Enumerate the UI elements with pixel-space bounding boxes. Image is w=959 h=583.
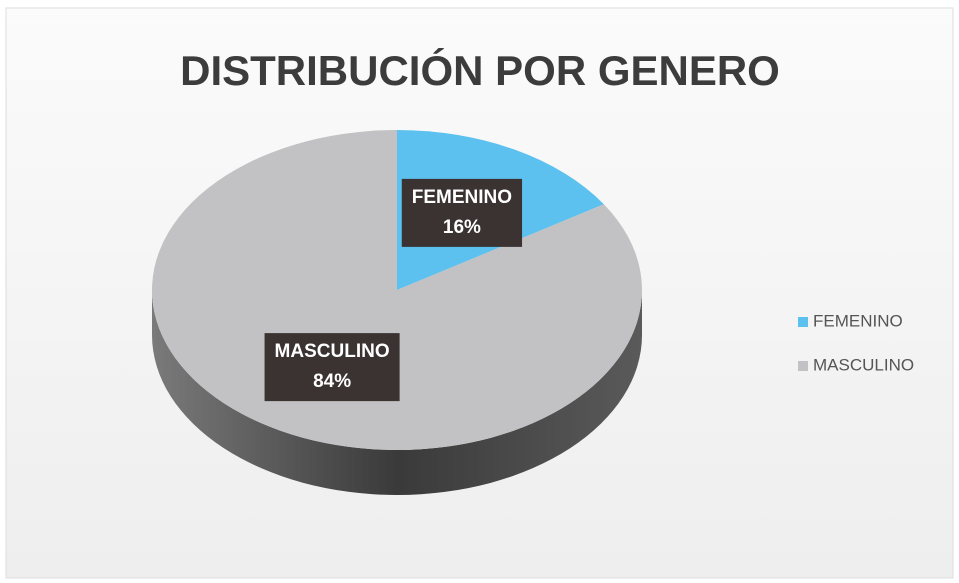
data-label: FEMENINO 16%	[401, 178, 523, 247]
data-label-category: FEMENINO	[412, 187, 512, 208]
legend-label: MASCULINO	[813, 355, 914, 374]
data-label-box	[401, 178, 523, 247]
data-label: MASCULINO 84%	[264, 333, 400, 402]
chart-title: DISTRIBUCIÓN POR GENERO	[180, 46, 780, 94]
legend-swatch	[798, 361, 808, 371]
data-label-value: 84%	[313, 371, 351, 392]
pie-side	[152, 290, 642, 495]
legend-label: FEMENINO	[813, 311, 903, 330]
data-label-box	[264, 333, 400, 402]
legend-swatch	[798, 317, 808, 327]
data-label-category: MASCULINO	[275, 341, 390, 362]
data-label-value: 16%	[443, 217, 481, 238]
